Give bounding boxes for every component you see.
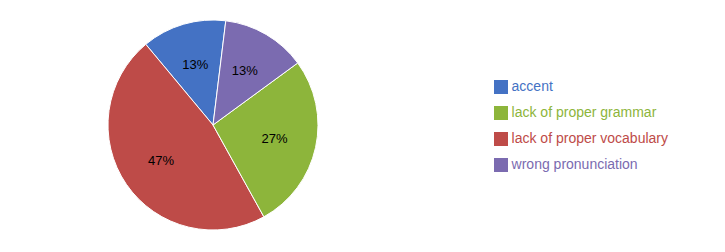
html-text:lack of proper grammar: lack of proper grammar [511,104,657,120]
html-text:lack of proper vocabulary: lack of proper vocabulary [511,130,668,146]
svg-text:27%: 27% [262,131,288,146]
svg-text:47%: 47% [148,153,174,168]
svg-text:13%: 13% [232,63,258,78]
svg-text:13%: 13% [182,57,208,72]
html-text:accent: accent [511,78,553,94]
html-text:wrong pronunciation: wrong pronunciation [511,156,638,172]
